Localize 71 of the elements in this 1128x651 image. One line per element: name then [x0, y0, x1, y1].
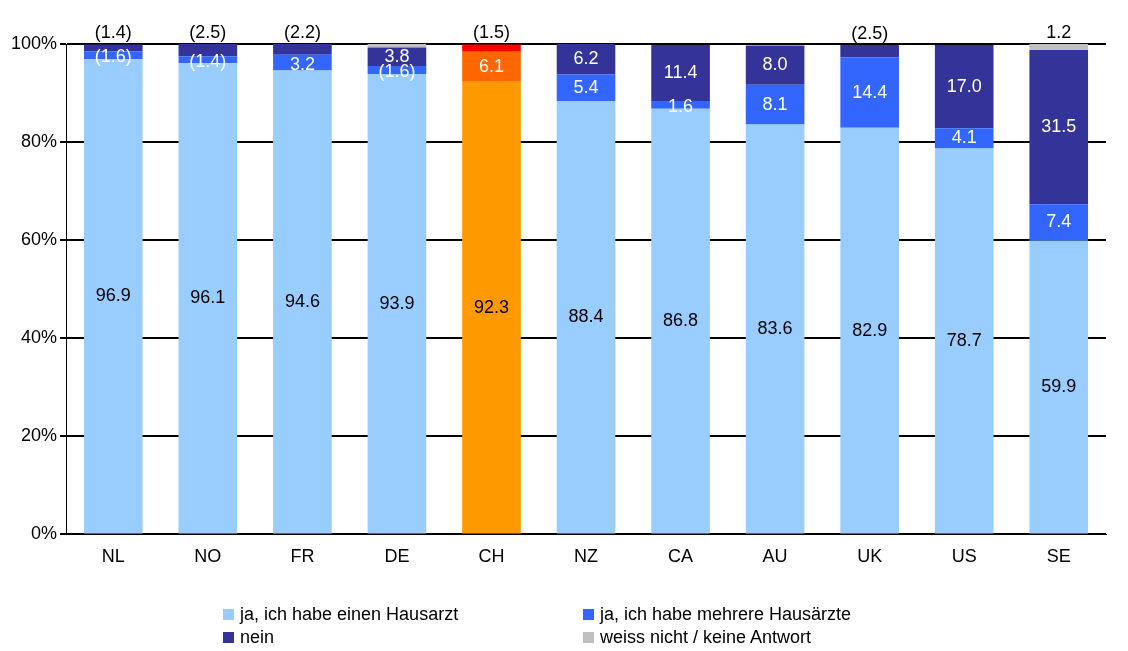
data-label: 31.5 [1041, 116, 1077, 137]
bar [934, 148, 994, 534]
bar [934, 44, 994, 129]
legend-label: weiss nicht / keine Antwort [600, 627, 812, 648]
data-label: 78.7 [946, 329, 982, 350]
x-tick-label: FR [290, 546, 315, 567]
data-label: (1.4) [94, 22, 132, 43]
y-tick-label: 0% [31, 523, 58, 544]
data-label: 4.1 [951, 127, 977, 148]
bar [1029, 204, 1089, 241]
bar [840, 44, 899, 58]
bar [273, 44, 332, 55]
bar [462, 44, 521, 52]
data-label: (2.5) [851, 22, 889, 43]
bar [1029, 240, 1089, 534]
data-label: 8.0 [762, 54, 788, 75]
data-label: 8.1 [762, 93, 788, 114]
bar [840, 57, 899, 128]
bar [745, 45, 805, 85]
data-label: 7.4 [1046, 211, 1072, 232]
bar [651, 44, 710, 101]
data-label: 11.4 [663, 61, 698, 82]
y-tick-label: 60% [21, 229, 58, 250]
data-label: 3.2 [289, 53, 315, 74]
x-tick-label: NZ [574, 546, 599, 567]
legend-label: ja, ich habe mehrere Hausärzte [600, 604, 852, 625]
legend-label: ja, ich habe einen Hausarzt [240, 604, 459, 625]
data-label: 6.1 [478, 55, 504, 76]
data-label: 17.0 [946, 75, 982, 96]
data-label: 83.6 [757, 317, 793, 338]
x-tick-label: AU [762, 546, 788, 567]
data-label: 93.9 [379, 292, 415, 313]
data-label: 14.4 [852, 81, 888, 102]
bar [1029, 49, 1089, 205]
x-tick-label: UK [857, 546, 883, 567]
bar [462, 81, 521, 534]
data-label: (2.5) [189, 21, 227, 42]
data-label: 5.4 [573, 76, 599, 97]
bar [462, 51, 521, 82]
y-tick-label: 80% [21, 131, 58, 152]
y-tick-label: 20% [21, 425, 58, 446]
x-tick-label: US [951, 546, 977, 567]
data-label: 94.6 [284, 290, 320, 311]
bar [745, 84, 805, 125]
data-label: 96.1 [190, 287, 226, 308]
bar [273, 70, 332, 534]
x-tick-label: DE [384, 546, 410, 567]
x-tick-label: CH [478, 546, 505, 567]
data-label: 86.8 [663, 310, 699, 331]
data-label: 92.3 [473, 296, 509, 317]
y-tick-label: 100% [10, 32, 58, 53]
x-tick-label: SE [1046, 546, 1071, 567]
data-label: 96.9 [95, 285, 131, 306]
x-tick-label: NO [194, 546, 222, 567]
data-label: 1.2 [1046, 21, 1072, 42]
x-tick-label: CA [668, 546, 694, 567]
bar [840, 127, 899, 534]
x-tick-label: NL [101, 546, 125, 567]
bar [556, 100, 616, 534]
bar [556, 74, 616, 101]
data-label: 6.2 [573, 48, 599, 69]
data-label: 82.9 [852, 319, 888, 340]
data-label: 59.9 [1041, 375, 1077, 396]
bar [1029, 44, 1089, 50]
bar [745, 124, 805, 534]
data-label: (2.2) [283, 21, 321, 42]
data-label: 88.4 [568, 306, 604, 327]
data-label: 1.6 [668, 95, 694, 116]
legend-label: nein [240, 627, 275, 648]
data-label: (1.5) [472, 22, 510, 43]
y-tick-label: 40% [21, 327, 58, 348]
